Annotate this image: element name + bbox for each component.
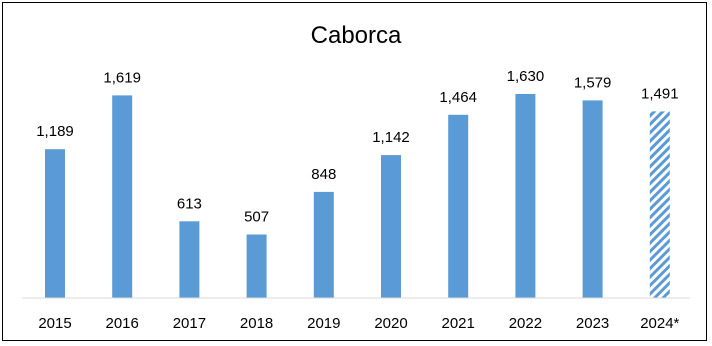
bar-2015 [45,149,65,298]
x-tick-label-2020: 2020 [374,315,407,332]
bar-2024-est [649,111,670,299]
value-label-2019: 848 [311,166,336,183]
value-labels-group: 1,189 1,619 613 507 848 1,142 1,464 1,630 1,579 1… [36,68,678,226]
x-tick-label-2017: 2017 [173,315,206,332]
value-label-2021: 1,464 [439,89,477,106]
value-label-2020: 1,142 [372,129,410,146]
x-tick-label-2015: 2015 [38,315,71,332]
bar-2018 [246,234,267,298]
x-tick-labels-group: 2015 2016 2017 2018 2019 2020 2021 2022 2023 2024… [38,315,679,332]
bar-2022 [515,94,536,298]
x-tick-label-2024-est: 2024* [640,315,679,332]
x-tick-label-2016: 2016 [106,315,139,332]
bar-2016 [112,95,133,299]
x-tick-label-2018: 2018 [240,315,273,332]
x-tick-label-2021: 2021 [442,315,475,332]
bar-2020 [381,155,401,298]
x-tick-label-2022: 2022 [509,315,542,332]
value-label-2022: 1,630 [507,68,545,85]
chart-title: Caborca [311,22,402,49]
bar-2021 [448,114,469,298]
bars-group [45,94,670,299]
value-label-2017: 613 [177,195,202,212]
bar-2017 [179,221,200,298]
x-tick-label-2019: 2019 [307,315,340,332]
value-label-2018: 507 [244,209,269,226]
x-tick-label-2023: 2023 [576,315,609,332]
value-label-2023: 1,579 [574,74,612,91]
bar-2019 [313,191,334,298]
value-label-2015: 1,189 [36,123,74,140]
value-label-2016: 1,619 [103,69,141,86]
bar-2023 [582,100,603,299]
value-label-2024-est: 1,491 [641,85,679,102]
